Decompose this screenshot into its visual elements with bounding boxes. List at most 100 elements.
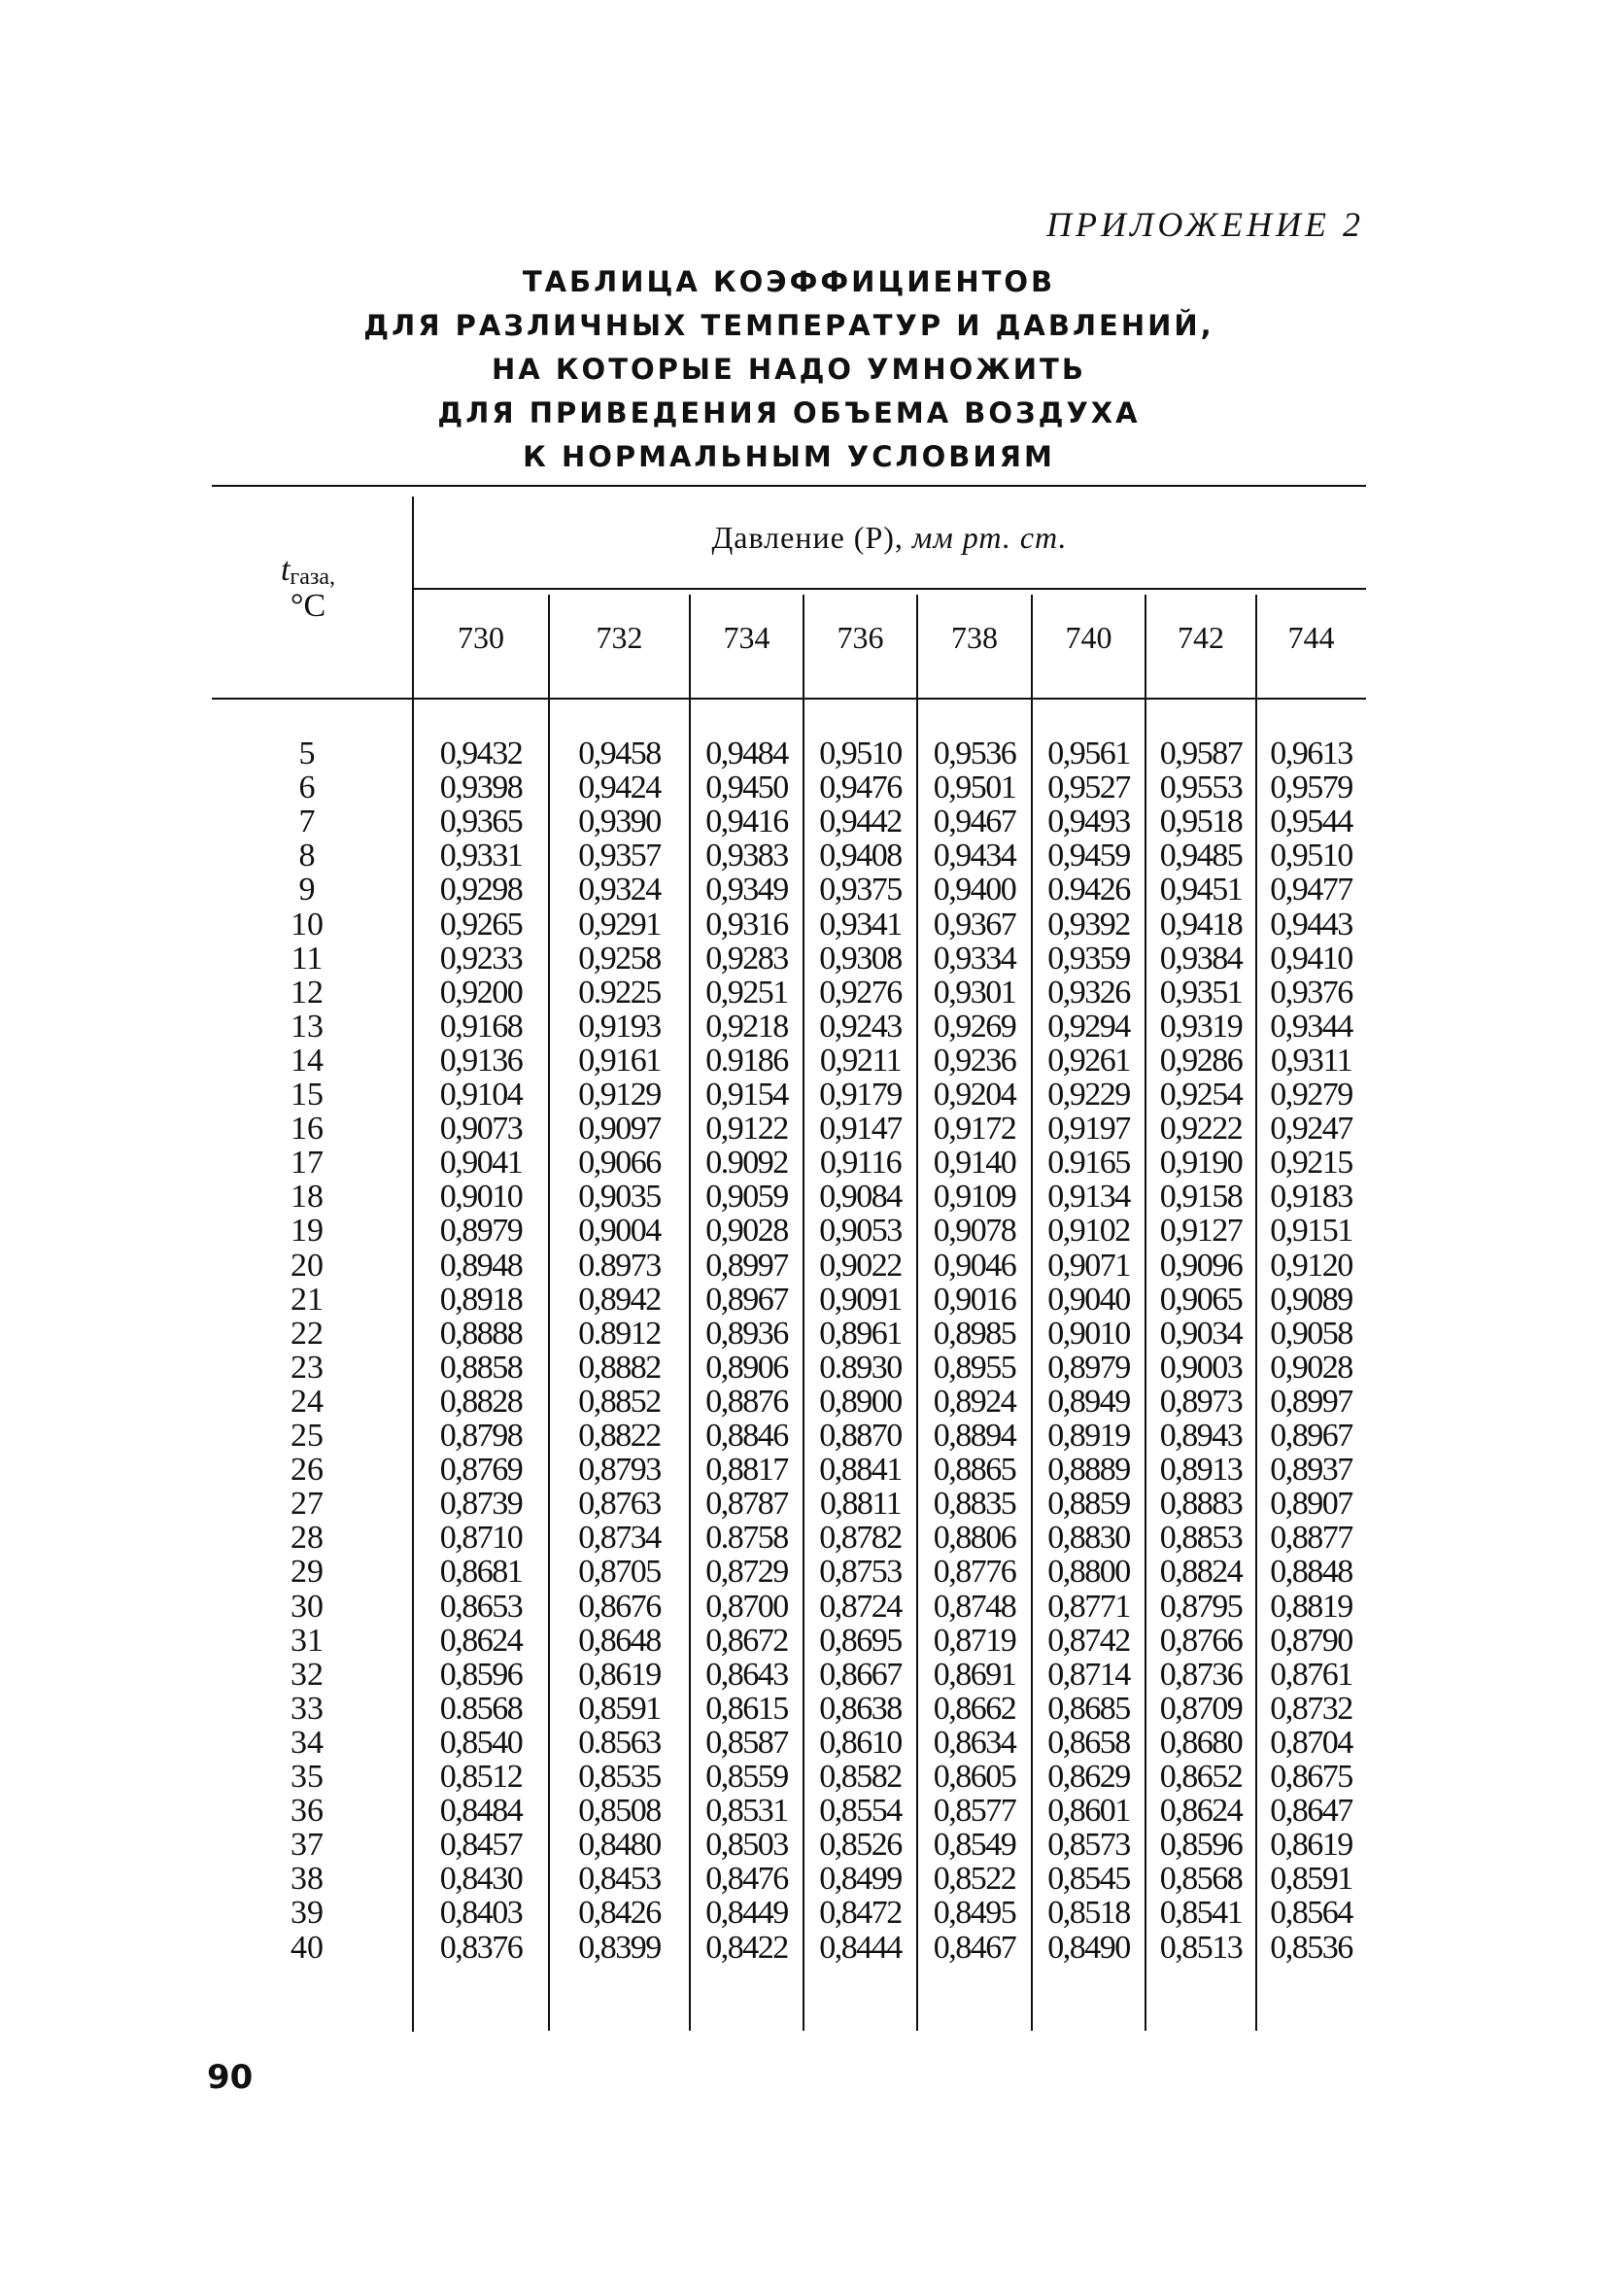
- coefficient-cell: 0,9424: [578, 770, 662, 806]
- coefficient-cell: 0,8568: [1159, 1861, 1244, 1898]
- coefficient-cell: 0,9251: [705, 974, 789, 1011]
- coefficient-cell: 0,8997: [1270, 1383, 1353, 1420]
- coefficient-cell: 0,9416: [705, 804, 789, 840]
- column-header-pressure: 742: [1178, 620, 1224, 655]
- coefficient-cell: 0,8676: [578, 1588, 662, 1625]
- coefficient-cell: 0,8888: [439, 1315, 524, 1352]
- coefficient-cell: 0,9158: [1159, 1179, 1244, 1216]
- coefficient-cell: 0,8841: [819, 1452, 903, 1489]
- coefficient-cell: 0,9211: [819, 1042, 903, 1079]
- coefficient-cell: 0,9116: [819, 1145, 903, 1182]
- coefficient-cell: 0,9311: [1270, 1042, 1353, 1079]
- coefficient-cell: 0,8422: [705, 1929, 789, 1966]
- coefficient-cell: 0,8955: [933, 1349, 1017, 1386]
- coefficient-cell: 0,9477: [1270, 872, 1353, 908]
- coefficient-cell: 0,8942: [578, 1281, 662, 1318]
- coefficient-cell: 0,9383: [705, 838, 789, 874]
- coefficient-cell: 0,9334: [933, 940, 1017, 977]
- coefficient-cell: 0,9316: [705, 906, 789, 942]
- coefficient-cell: 0,8541: [1159, 1895, 1244, 1932]
- coefficient-cell: 0,8536: [1270, 1929, 1353, 1966]
- coefficient-cell: 0,8667: [819, 1656, 903, 1693]
- coefficient-cell: 0,8512: [439, 1759, 524, 1795]
- coefficient-cell: 0,8705: [578, 1554, 662, 1591]
- appendix-label: ПРИЛОЖЕНИЕ 2: [1046, 205, 1364, 244]
- coefficient-cell: 0,9010: [1047, 1315, 1131, 1352]
- coefficient-cell: 0,9073: [439, 1111, 524, 1148]
- coefficient-cell: 0,8734: [578, 1520, 662, 1557]
- coefficient-cell: 0,8710: [439, 1520, 524, 1557]
- coefficient-cell: 0,8591: [578, 1690, 662, 1727]
- coefficient-cell: 0,8531: [705, 1793, 789, 1830]
- coefficient-cell: 0,9084: [819, 1179, 903, 1216]
- coefficient-cell: 0,9127: [1159, 1213, 1244, 1250]
- coefficient-cell: 0,8776: [933, 1554, 1017, 1591]
- coefficient-cell: 0,9351: [1159, 974, 1244, 1011]
- column-header-pressure: 732: [596, 620, 643, 655]
- coefficient-cell: 0,9286: [1159, 1042, 1244, 1079]
- page-number: 90: [207, 2058, 254, 2097]
- coefficient-cell: 0,8819: [1270, 1588, 1353, 1625]
- title-line: ТАБЛИЦА КОЭФФИЦИЕНТОВ: [522, 265, 1056, 298]
- coefficient-cell: 0,9122: [705, 1111, 789, 1148]
- coefficient-cell: 0,9410: [1270, 940, 1353, 977]
- coefficient-cell: 0,8729: [705, 1554, 789, 1591]
- row-temperature: 20: [291, 1247, 324, 1284]
- coefficient-cell: 0,8619: [1270, 1827, 1353, 1864]
- coefficient-cell: 0,8634: [933, 1724, 1017, 1761]
- coefficient-cell: 0,8495: [933, 1895, 1017, 1932]
- coefficient-cell: 0,8979: [439, 1213, 524, 1250]
- column-header-pressure: 734: [723, 620, 770, 655]
- coefficient-cell: 0,8806: [933, 1520, 1017, 1557]
- coefficient-cell: 0,9283: [705, 940, 789, 977]
- column-divider: [1145, 595, 1146, 2031]
- coefficient-cell: 0,9301: [933, 974, 1017, 1011]
- coefficient-cell: 0,8672: [705, 1622, 789, 1659]
- coefficient-cell: 0,9247: [1270, 1111, 1353, 1148]
- coefficient-cell: 0,9308: [819, 940, 903, 977]
- coefficient-cell: 0,9010: [439, 1179, 524, 1216]
- row-temperature: 5: [298, 736, 316, 771]
- coefficient-cell: 0,8967: [1270, 1418, 1353, 1454]
- coefficient-cell: 0,9390: [578, 804, 662, 840]
- coefficient-cell: 0,9040: [1047, 1281, 1131, 1318]
- coefficient-cell: 0,8545: [1047, 1861, 1131, 1898]
- temperature-header: tгаза, °C: [255, 554, 361, 623]
- column-header-pressure: 736: [837, 620, 884, 655]
- row-temperature: 29: [291, 1554, 324, 1591]
- coefficient-cell: 0,8732: [1270, 1690, 1353, 1727]
- coefficient-cell: 0.9186: [705, 1042, 789, 1079]
- coefficient-cell: 0,8457: [439, 1827, 524, 1864]
- column-header-pressure: 744: [1287, 620, 1335, 655]
- coefficient-cell: 0,9046: [933, 1247, 1017, 1284]
- coefficient-cell: 0,8763: [578, 1486, 662, 1523]
- coefficient-cell: 0,9215: [1270, 1145, 1353, 1182]
- coefficient-cell: 0,9536: [933, 736, 1017, 771]
- coefficient-cell: 0,9326: [1047, 974, 1131, 1011]
- coefficient-cell: 0,8961: [819, 1315, 903, 1352]
- coefficient-cell: 0,8828: [439, 1383, 524, 1420]
- coefficient-cell: 0,9222: [1159, 1111, 1244, 1148]
- table-title: ТАБЛИЦА КОЭФФИЦИЕНТОВ ДЛЯ РАЗЛИЧНЫХ ТЕМП…: [212, 260, 1366, 479]
- coefficient-cell: 0,8653: [439, 1588, 524, 1625]
- coefficient-cell: 0,8795: [1159, 1588, 1244, 1625]
- coefficient-cell: 0,8403: [439, 1895, 524, 1932]
- coefficient-cell: 0,9102: [1047, 1213, 1131, 1250]
- row-temperature: 11: [291, 940, 324, 977]
- coefficient-cell: 0,8675: [1270, 1759, 1353, 1795]
- coefficient-cell: 0,9298: [439, 872, 524, 908]
- coefficient-cell: 0,9034: [1159, 1315, 1244, 1352]
- coefficient-cell: 0,8846: [705, 1418, 789, 1454]
- coefficient-cell: 0,8484: [439, 1793, 524, 1830]
- coefficient-cell: 0,8835: [933, 1486, 1017, 1523]
- coefficient-cell: 0,9359: [1047, 940, 1131, 977]
- row-temperature: 26: [291, 1452, 324, 1489]
- coefficient-cell: 0,9291: [578, 906, 662, 942]
- column-divider: [548, 595, 550, 2031]
- coefficient-cell: 0,8582: [819, 1759, 903, 1795]
- coefficient-cell: 0,9493: [1047, 804, 1131, 840]
- coefficient-cell: 0,8766: [1159, 1622, 1244, 1659]
- coefficient-cell: 0,8704: [1270, 1724, 1353, 1761]
- row-temperature: 34: [291, 1724, 324, 1761]
- coefficient-cell: 0,8848: [1270, 1554, 1353, 1591]
